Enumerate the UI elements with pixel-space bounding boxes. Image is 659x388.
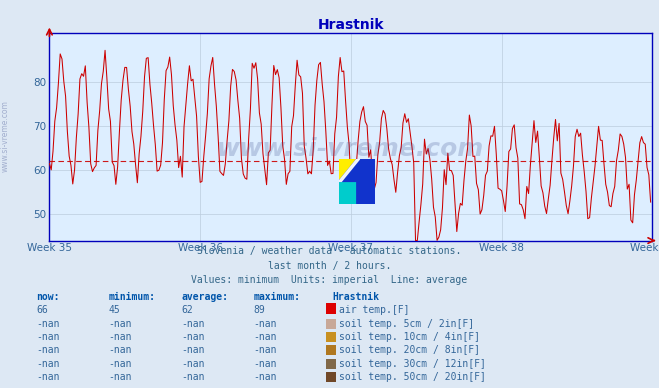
- Text: -nan: -nan: [36, 372, 60, 382]
- Polygon shape: [339, 159, 357, 182]
- Polygon shape: [339, 159, 360, 182]
- Text: -nan: -nan: [254, 319, 277, 329]
- Title: Hrastnik: Hrastnik: [318, 18, 384, 32]
- Text: -nan: -nan: [254, 345, 277, 355]
- Text: -nan: -nan: [181, 359, 205, 369]
- Text: -nan: -nan: [109, 332, 132, 342]
- Text: www.si-vreme.com: www.si-vreme.com: [217, 137, 484, 161]
- Text: minimum:: minimum:: [109, 292, 156, 302]
- Text: last month / 2 hours.: last month / 2 hours.: [268, 261, 391, 271]
- Text: now:: now:: [36, 292, 60, 302]
- Polygon shape: [339, 182, 357, 204]
- Text: soil temp. 5cm / 2in[F]: soil temp. 5cm / 2in[F]: [339, 319, 474, 329]
- Text: -nan: -nan: [181, 372, 205, 382]
- Text: 45: 45: [109, 305, 121, 315]
- Text: -nan: -nan: [109, 359, 132, 369]
- Text: -nan: -nan: [36, 345, 60, 355]
- Text: soil temp. 10cm / 4in[F]: soil temp. 10cm / 4in[F]: [339, 332, 480, 342]
- Polygon shape: [339, 159, 375, 204]
- Text: -nan: -nan: [254, 332, 277, 342]
- Text: 66: 66: [36, 305, 48, 315]
- Text: average:: average:: [181, 292, 228, 302]
- Text: Hrastnik: Hrastnik: [333, 292, 380, 302]
- Text: -nan: -nan: [36, 332, 60, 342]
- Text: maximum:: maximum:: [254, 292, 301, 302]
- Text: -nan: -nan: [109, 319, 132, 329]
- Text: 89: 89: [254, 305, 266, 315]
- Text: -nan: -nan: [109, 345, 132, 355]
- Text: -nan: -nan: [36, 359, 60, 369]
- Text: soil temp. 50cm / 20in[F]: soil temp. 50cm / 20in[F]: [339, 372, 486, 382]
- Text: -nan: -nan: [109, 372, 132, 382]
- Text: air temp.[F]: air temp.[F]: [339, 305, 410, 315]
- Text: -nan: -nan: [254, 372, 277, 382]
- Text: 62: 62: [181, 305, 193, 315]
- Text: -nan: -nan: [181, 345, 205, 355]
- Text: -nan: -nan: [181, 319, 205, 329]
- Text: -nan: -nan: [36, 319, 60, 329]
- Text: soil temp. 30cm / 12in[F]: soil temp. 30cm / 12in[F]: [339, 359, 486, 369]
- Text: -nan: -nan: [254, 359, 277, 369]
- Text: Slovenia / weather data - automatic stations.: Slovenia / weather data - automatic stat…: [197, 246, 462, 256]
- Text: -nan: -nan: [181, 332, 205, 342]
- Text: Values: minimum  Units: imperial  Line: average: Values: minimum Units: imperial Line: av…: [191, 275, 468, 285]
- Text: www.si-vreme.com: www.si-vreme.com: [1, 100, 10, 172]
- Text: soil temp. 20cm / 8in[F]: soil temp. 20cm / 8in[F]: [339, 345, 480, 355]
